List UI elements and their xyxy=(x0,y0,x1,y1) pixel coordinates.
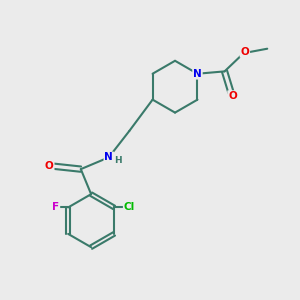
Text: N: N xyxy=(104,152,113,162)
Text: O: O xyxy=(241,47,249,57)
Text: O: O xyxy=(45,161,54,171)
Text: H: H xyxy=(114,156,122,165)
Text: Cl: Cl xyxy=(124,202,135,212)
Text: O: O xyxy=(228,91,237,101)
Text: N: N xyxy=(193,69,202,79)
Text: F: F xyxy=(52,202,59,212)
